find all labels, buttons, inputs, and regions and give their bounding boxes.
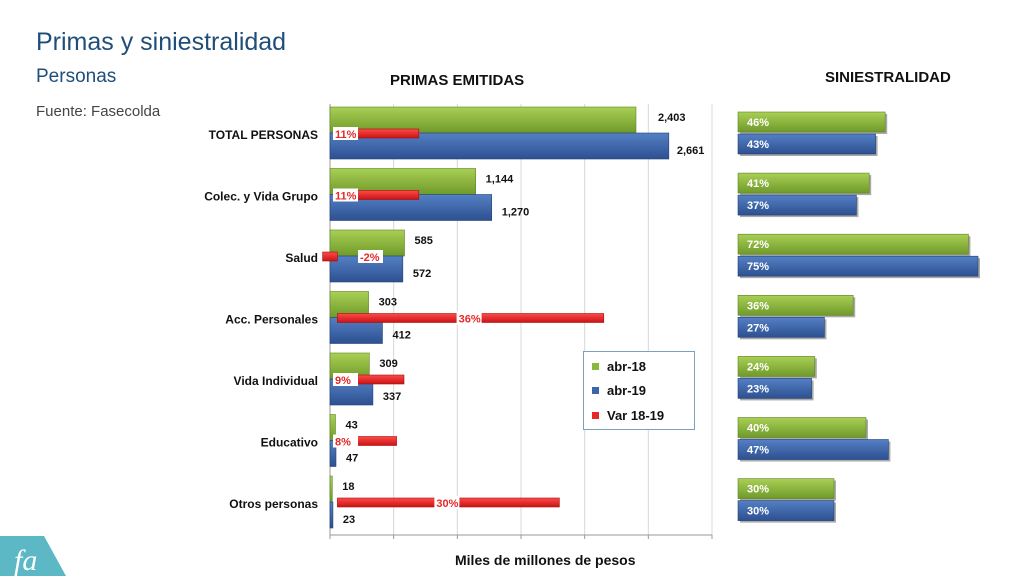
- data-label-var: 11%: [335, 191, 357, 203]
- data-label-var: 11%: [335, 129, 357, 141]
- sin-bar-abr19-acc-personales: [737, 316, 825, 338]
- sin-label-abr18: 30%: [747, 484, 769, 496]
- sin-label-abr19: 75%: [747, 261, 769, 273]
- data-label-abr19: 412: [392, 330, 410, 342]
- legend-item-abr19: abr-19: [592, 382, 646, 398]
- sin-bar-abr18-otros-personas: [737, 478, 835, 499]
- data-label-var-bg: [434, 496, 460, 509]
- slide-title: Primas y siniestralidad: [36, 28, 287, 56]
- x-axis-label: Miles de millones de pesos: [455, 552, 636, 568]
- data-label-abr19: 337: [383, 391, 401, 403]
- data-label-abr19: 1,270: [502, 207, 530, 219]
- data-label-abr19: 23: [343, 514, 355, 526]
- bar-var-salud: [322, 251, 338, 262]
- sin-bar-abr18-acc-personales: [737, 294, 854, 316]
- category-label-salud: Salud: [285, 251, 318, 265]
- legend-label: abr-19: [607, 382, 647, 398]
- sin-bar-abr19-salud: [737, 255, 979, 277]
- source-note: Fuente: Fasecolda: [36, 103, 161, 120]
- data-label-abr18: 43: [345, 420, 357, 432]
- sin-label-abr19: 27%: [747, 322, 769, 334]
- data-label-abr18: 18: [342, 481, 354, 493]
- svg-text:fa: fa: [14, 544, 37, 576]
- sin-bar-abr19-total-personas: [737, 133, 876, 155]
- sin-label-abr18: 24%: [747, 361, 769, 373]
- sin-label-abr18: 46%: [747, 117, 769, 129]
- data-label-abr18: 309: [379, 358, 397, 370]
- sin-bar-abr19-colec-y-vida-grupo: [737, 194, 857, 216]
- data-label-abr18: 2,403: [658, 112, 686, 124]
- data-label-var-bg: [333, 127, 358, 140]
- sin-label-abr19: 23%: [747, 383, 769, 395]
- sin-label-abr19: 47%: [747, 445, 769, 457]
- data-label-var-bg: [456, 311, 482, 325]
- legend-swatch-red: [592, 411, 599, 419]
- sin-bar-abr19-vida-individual: [737, 378, 812, 399]
- category-label-vida-individual: Vida Individual: [234, 374, 318, 388]
- data-label-var: 36%: [459, 314, 481, 326]
- data-label-var: -2%: [360, 252, 380, 264]
- sin-bar-abr18-vida-individual: [737, 356, 816, 377]
- data-label-abr19: 47: [346, 453, 358, 465]
- data-label-abr19: 572: [413, 268, 431, 280]
- siniestralidad-chart-title: SINIESTRALIDAD: [825, 69, 951, 86]
- sin-label-abr19: 43%: [747, 139, 769, 151]
- data-label-var-bg: [358, 250, 383, 263]
- sin-label-abr18: 40%: [747, 423, 769, 435]
- bar-abr19-educativo: [329, 440, 337, 467]
- sin-label-abr19: 37%: [747, 200, 769, 212]
- sin-bar-abr19-educativo: [737, 439, 889, 460]
- data-label-abr18: 585: [414, 235, 432, 247]
- bar-abr18-total-personas: [329, 106, 637, 134]
- sin-bar-abr18-educativo: [737, 417, 867, 438]
- sin-bar-abr18-total-personas: [737, 111, 886, 133]
- category-label-colec-y-vida-grupo: Colec. y Vida Grupo: [204, 190, 318, 204]
- legend-swatch-blue: [592, 386, 599, 394]
- data-label-abr19: 2,661: [677, 145, 705, 157]
- category-label-total-personas: TOTAL PERSONAS: [209, 128, 318, 142]
- fasecolda-logo: fa: [0, 536, 66, 576]
- legend-item-abr18: abr-18: [592, 358, 646, 374]
- primas-chart-title: PRIMAS EMITIDAS: [390, 72, 525, 89]
- data-label-var: 8%: [335, 437, 351, 449]
- legend-label: abr-18: [607, 358, 647, 374]
- sin-bar-abr18-salud: [737, 233, 969, 255]
- category-label-educativo: Educativo: [261, 436, 318, 450]
- legend-label: Var 18-19: [607, 407, 665, 423]
- data-label-var: 30%: [436, 498, 458, 510]
- legend-swatch-green: [592, 362, 599, 370]
- chart-legend: abr-18 abr-19 Var 18-19: [583, 351, 695, 430]
- sin-bar-abr19-otros-personas: [737, 500, 835, 521]
- data-label-abr18: 1,144: [486, 174, 514, 186]
- data-label-var-bg: [333, 434, 358, 448]
- sin-bar-abr18-colec-y-vida-grupo: [737, 172, 870, 194]
- sin-label-abr18: 41%: [747, 178, 769, 190]
- data-label-abr18: 303: [379, 297, 397, 309]
- category-label-acc-personales: Acc. Personales: [225, 313, 318, 327]
- data-label-var-bg: [333, 373, 358, 386]
- slide-subtitle: Personas: [36, 66, 117, 87]
- data-label-var: 9%: [335, 375, 351, 387]
- sin-label-abr18: 36%: [747, 300, 769, 312]
- bar-abr19-otros-personas: [329, 501, 334, 529]
- sin-label-abr18: 72%: [747, 239, 769, 251]
- legend-item-var: Var 18-19: [592, 407, 664, 423]
- sin-label-abr19: 30%: [747, 506, 769, 518]
- data-label-var-bg: [333, 188, 358, 202]
- category-label-otros-personas: Otros personas: [229, 497, 318, 511]
